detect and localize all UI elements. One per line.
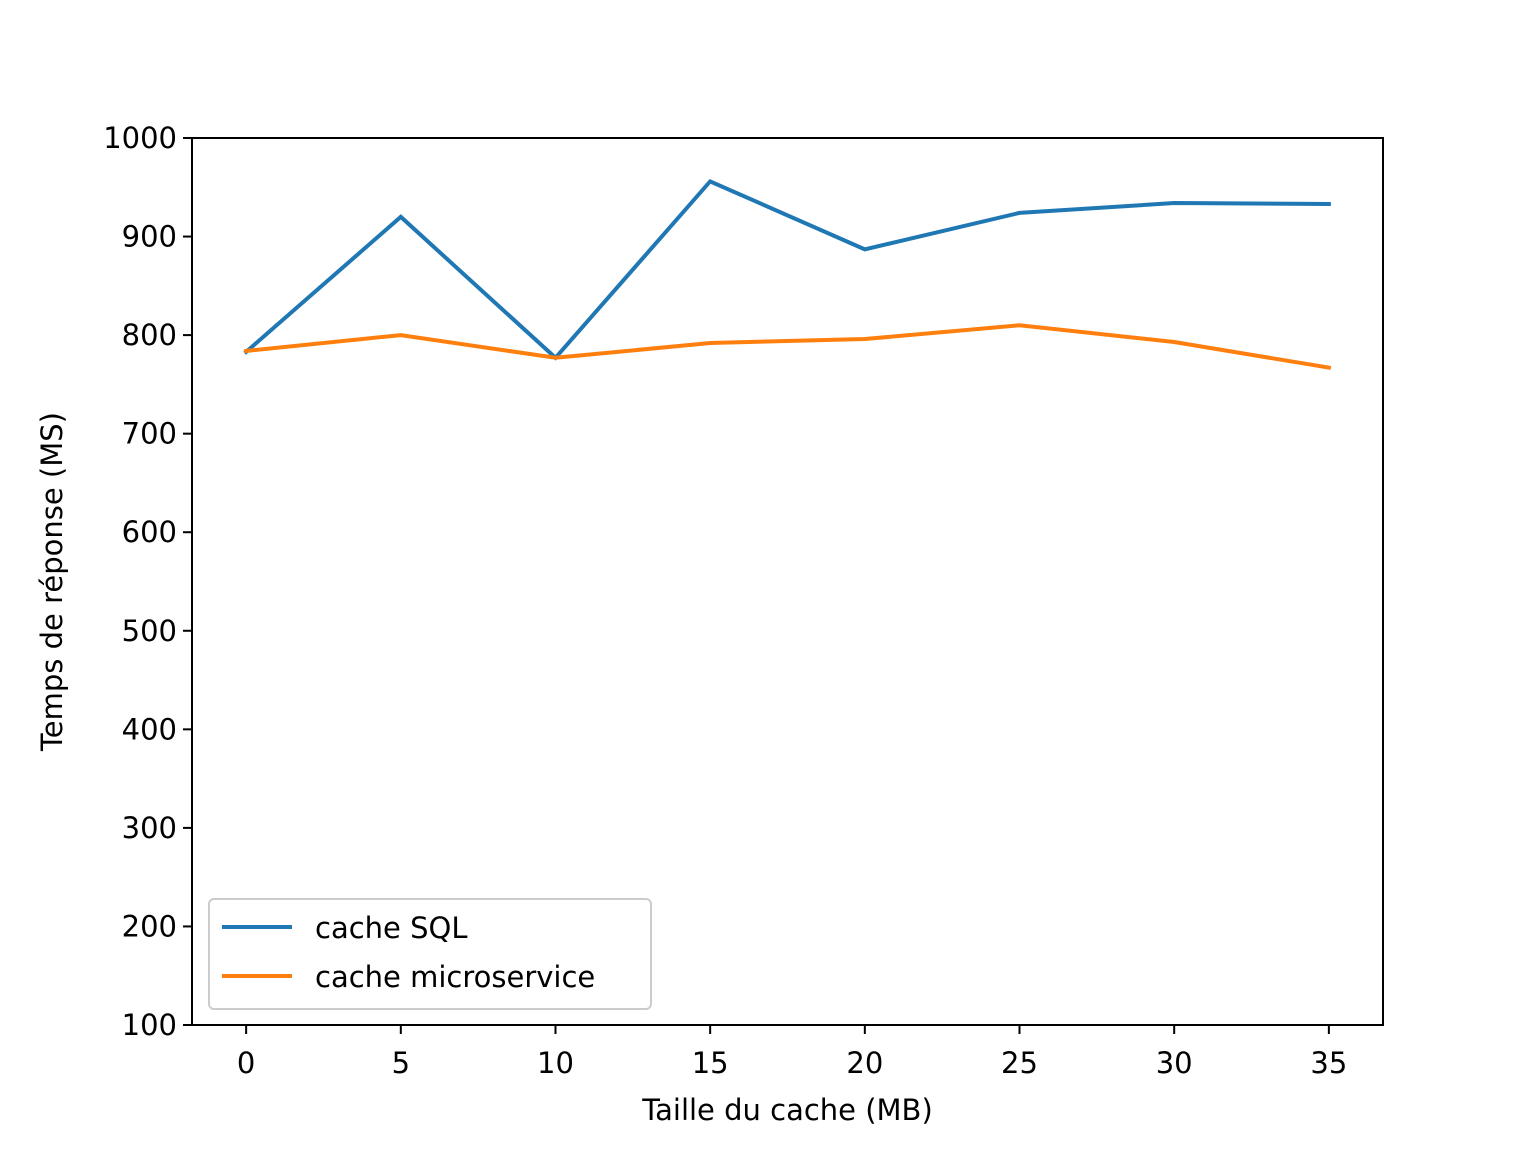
- legend-frame: [208, 898, 652, 1010]
- y-axis: 100 200 300 400 500 600 700 800 900 1000: [103, 121, 192, 1042]
- legend: cache SQL cache microservice: [208, 898, 652, 1010]
- plot-frame: [191, 137, 1384, 1026]
- x-axis: 0 5 10 15 20 25 30 35: [237, 1025, 1347, 1080]
- y-tick-label: 500: [122, 614, 177, 648]
- x-axis-label: Taille du cache (MB): [641, 1093, 933, 1127]
- y-tick-label: 200: [122, 909, 177, 943]
- y-tick-label: 900: [122, 220, 177, 254]
- x-tick-label: 35: [1310, 1046, 1347, 1080]
- series-line-cache-sql: [243, 178, 1331, 361]
- y-tick-label: 100: [122, 1008, 177, 1042]
- y-axis-label: Temps de réponse (MS): [35, 412, 69, 752]
- x-tick-label: 15: [692, 1046, 729, 1080]
- x-tick-label: 30: [1156, 1046, 1193, 1080]
- x-tick-label: 25: [1001, 1046, 1038, 1080]
- x-tick-label: 5: [392, 1046, 410, 1080]
- x-tick-label: 20: [846, 1046, 883, 1080]
- series-layer: [243, 178, 1332, 370]
- legend-label-cache-sql: cache SQL: [315, 911, 468, 945]
- y-tick-label: 600: [122, 515, 177, 549]
- y-tick-label: 800: [122, 318, 177, 352]
- y-tick-label: 700: [122, 417, 177, 451]
- legend-label-cache-microservice: cache microservice: [315, 960, 595, 994]
- x-tick-label: 10: [537, 1046, 574, 1080]
- y-tick-label: 300: [122, 811, 177, 845]
- plot-background: [192, 138, 1383, 1025]
- y-tick-label: 1000: [103, 121, 177, 155]
- x-tick-label: 0: [237, 1046, 255, 1080]
- series-line-cache-microservice: [243, 323, 1332, 370]
- y-tick-label: 400: [122, 712, 177, 746]
